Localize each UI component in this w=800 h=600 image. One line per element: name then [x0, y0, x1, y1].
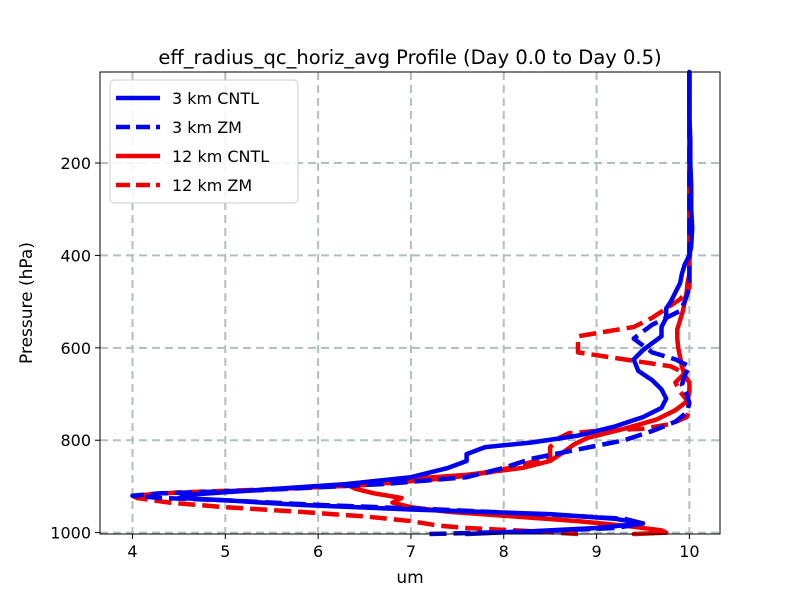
x-tick-label: 6 [313, 542, 323, 561]
legend-label: 3 km CNTL [172, 89, 259, 108]
x-tick-label: 10 [679, 542, 699, 561]
y-tick-label: 600 [60, 339, 91, 358]
x-tick-label: 8 [499, 542, 509, 561]
x-tick-label: 7 [406, 542, 416, 561]
plot-area-frame [99, 71, 721, 535]
chart-title: eff_radius_qc_horiz_avg Profile (Day 0.0… [158, 46, 661, 69]
x-tick-label: 4 [127, 542, 137, 561]
legend-label: 3 km ZM [172, 118, 242, 137]
x-axis-label: um [396, 568, 423, 588]
x-tick-label: 5 [220, 542, 230, 561]
legend-box [109, 79, 299, 204]
series-lines [130, 69, 695, 537]
y-axis-ticks: 200 400 600 800 1000 [50, 154, 100, 543]
legend-label: 12 km ZM [172, 176, 252, 195]
x-axis-ticks: 4 5 6 7 8 9 10 [127, 534, 700, 561]
y-axis-label: Pressure (hPa) [17, 242, 37, 364]
y-tick-label: 800 [60, 431, 91, 450]
legend: 3 km CNTL 3 km ZM 12 km CNTL 12 km ZM [109, 79, 299, 204]
legend-label: 12 km CNTL [172, 147, 269, 166]
grid-lines [100, 72, 720, 534]
series-line-3-km-cntl [176, 69, 695, 537]
x-tick-label: 9 [591, 542, 601, 561]
y-tick-label: 400 [60, 246, 91, 265]
y-tick-label: 200 [60, 154, 91, 173]
y-tick-label: 1000 [50, 524, 91, 543]
